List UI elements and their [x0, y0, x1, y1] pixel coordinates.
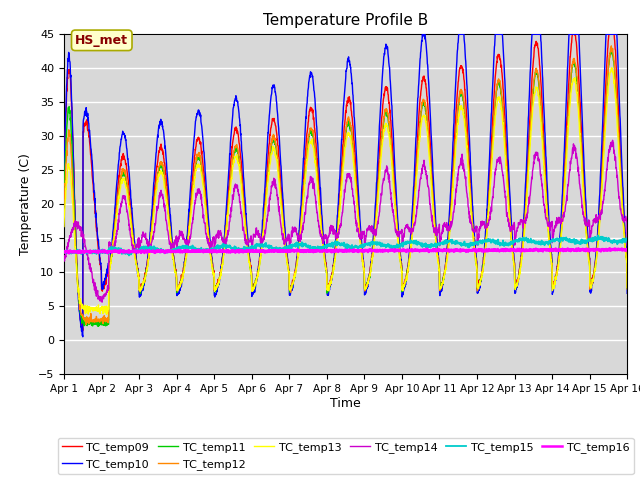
TC_temp09	[623, 284, 631, 290]
TC_temp13	[362, 286, 370, 291]
TC_temp11	[60, 194, 68, 200]
TC_temp15	[623, 237, 631, 242]
TC_temp10	[623, 290, 631, 296]
TC_temp11	[607, 48, 615, 54]
X-axis label: Time: Time	[330, 397, 361, 410]
TC_temp15	[60, 249, 68, 254]
TC_temp11	[362, 283, 370, 289]
TC_temp14	[362, 233, 370, 239]
TC_temp15	[362, 241, 370, 247]
TC_temp15	[509, 240, 517, 246]
TC_temp16	[60, 249, 68, 255]
TC_temp14	[609, 137, 616, 143]
TC_temp16	[374, 248, 382, 254]
TC_temp15	[589, 238, 597, 244]
TC_temp12	[509, 255, 517, 261]
TC_temp14	[623, 242, 631, 248]
TC_temp11	[509, 258, 517, 264]
TC_temp09	[589, 273, 597, 278]
Legend: TC_temp09, TC_temp10, TC_temp11, TC_temp12, TC_temp13, TC_temp14, TC_temp15, TC_: TC_temp09, TC_temp10, TC_temp11, TC_temp…	[58, 438, 634, 474]
TC_temp13	[509, 258, 517, 264]
TC_temp13	[589, 277, 597, 283]
TC_temp12	[374, 181, 382, 187]
TC_temp12	[83, 322, 90, 327]
TC_temp16	[65, 251, 73, 256]
Text: HS_met: HS_met	[76, 34, 128, 47]
TC_temp14	[374, 217, 382, 223]
TC_temp12	[60, 202, 68, 208]
TC_temp16	[509, 248, 517, 253]
TC_temp16	[575, 245, 582, 251]
TC_temp15	[125, 252, 132, 258]
TC_temp16	[218, 248, 225, 254]
TC_temp10	[362, 289, 370, 295]
TC_temp12	[589, 276, 597, 282]
TC_temp11	[218, 266, 225, 272]
TC_temp11	[589, 276, 597, 281]
TC_temp09	[574, 62, 582, 68]
TC_temp15	[374, 241, 382, 247]
TC_temp10	[419, 31, 426, 37]
TC_temp10	[574, 31, 582, 37]
Line: TC_temp11: TC_temp11	[64, 51, 627, 326]
Line: TC_temp13: TC_temp13	[64, 68, 627, 314]
TC_temp11	[95, 324, 102, 329]
TC_temp09	[374, 170, 382, 176]
TC_temp09	[218, 262, 225, 268]
TC_temp13	[374, 190, 382, 195]
TC_temp14	[574, 162, 582, 168]
TC_temp11	[623, 286, 631, 291]
Line: TC_temp09: TC_temp09	[64, 34, 627, 331]
TC_temp10	[79, 334, 86, 340]
TC_temp10	[218, 265, 225, 271]
Line: TC_temp15: TC_temp15	[64, 236, 627, 255]
TC_temp15	[574, 240, 582, 246]
TC_temp14	[99, 300, 106, 305]
TC_temp13	[574, 100, 582, 106]
TC_temp12	[574, 84, 582, 90]
TC_temp14	[218, 232, 225, 238]
TC_temp15	[595, 233, 602, 239]
TC_temp16	[623, 247, 631, 253]
TC_temp12	[623, 286, 631, 292]
Line: TC_temp16: TC_temp16	[64, 248, 627, 253]
TC_temp10	[589, 275, 597, 281]
TC_temp12	[607, 43, 615, 49]
TC_temp13	[102, 312, 110, 317]
TC_temp10	[374, 147, 382, 153]
TC_temp14	[509, 227, 517, 232]
TC_temp13	[218, 268, 225, 274]
TC_temp12	[362, 285, 370, 290]
TC_temp13	[608, 65, 616, 71]
Y-axis label: Temperature (C): Temperature (C)	[19, 153, 33, 255]
TC_temp09	[60, 172, 68, 178]
TC_temp13	[60, 224, 68, 229]
Title: Temperature Profile B: Temperature Profile B	[263, 13, 428, 28]
TC_temp16	[362, 248, 370, 254]
Line: TC_temp10: TC_temp10	[64, 34, 627, 337]
TC_temp11	[374, 180, 382, 186]
TC_temp11	[574, 87, 582, 93]
TC_temp10	[60, 172, 68, 178]
TC_temp09	[362, 284, 370, 289]
Line: TC_temp14: TC_temp14	[64, 140, 627, 302]
TC_temp14	[589, 217, 597, 223]
TC_temp16	[589, 246, 597, 252]
TC_temp09	[79, 328, 86, 334]
TC_temp10	[510, 251, 518, 256]
TC_temp14	[60, 258, 68, 264]
TC_temp15	[218, 244, 225, 250]
TC_temp09	[569, 31, 577, 37]
TC_temp09	[509, 252, 517, 257]
TC_temp13	[623, 285, 631, 290]
Line: TC_temp12: TC_temp12	[64, 46, 627, 324]
TC_temp16	[574, 247, 582, 252]
TC_temp12	[218, 269, 225, 275]
